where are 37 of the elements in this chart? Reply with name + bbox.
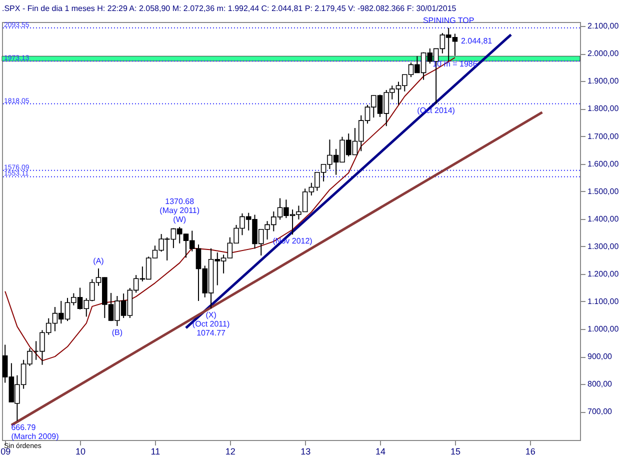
y-tick-label: 800,00 xyxy=(588,380,613,389)
annotation: (May 2011) xyxy=(160,206,200,215)
x-tick-label: 15 xyxy=(450,446,460,456)
y-tick-label: 700,00 xyxy=(588,407,613,416)
y-tick-label: 1.100,00 xyxy=(588,296,620,306)
y-tick-label: 2.000,00 xyxy=(588,49,620,58)
chart-title: .SPX - Fin de dia 1 meses H: 22:29 A: 2.058,90 M: 2.072,36 m: 1.992,44 C: 2.044,81 P: 2.179,45 V: -982.082.366 F: 30/01/2015 xyxy=(2,4,457,13)
annotation: (B) xyxy=(112,328,123,337)
annotation: 2.044,81 xyxy=(460,36,493,46)
y-tick-label: 2.100,00 xyxy=(588,22,620,31)
y-tick-label: 1.900,00 xyxy=(588,76,620,86)
y-tick-label: 1.000,00 xyxy=(588,324,620,334)
x-tick-label: 13 xyxy=(300,446,311,456)
y-tick-label: 1.600,00 xyxy=(588,159,620,168)
y-tick-label: 1.500,00 xyxy=(588,186,620,196)
y-tick-label: 1.400,00 xyxy=(588,214,620,224)
annotation: 1370.68 xyxy=(165,196,195,206)
y-tick-label: 1.800,00 xyxy=(588,104,620,114)
y-tick-label: 1.700,00 xyxy=(588,132,620,141)
annotation: (A) xyxy=(93,256,104,266)
y-tick-label: 1.200,00 xyxy=(588,269,620,278)
y-tick-label: 900,00 xyxy=(588,352,613,362)
x-tick-label: 09 xyxy=(0,446,11,456)
x-tick-label: 16 xyxy=(525,446,536,456)
annotation: SPINING TOP xyxy=(422,16,474,25)
x-tick-label: 14 xyxy=(376,446,386,456)
y-tick-label: 1.300,00 xyxy=(588,242,620,251)
line-series xyxy=(4,57,456,362)
x-tick-label: 12 xyxy=(225,446,236,456)
annotation: 1074.77 xyxy=(196,328,226,338)
annotation: (X) xyxy=(206,310,217,320)
annotation: (W) xyxy=(173,214,186,224)
x-tick-label: 11 xyxy=(150,446,160,456)
x-tick-label: 10 xyxy=(76,446,86,456)
annotation: (Oct 2011) xyxy=(192,319,230,328)
annotation: (March 2009) xyxy=(11,432,60,441)
annotation: 666.79 xyxy=(11,422,36,432)
